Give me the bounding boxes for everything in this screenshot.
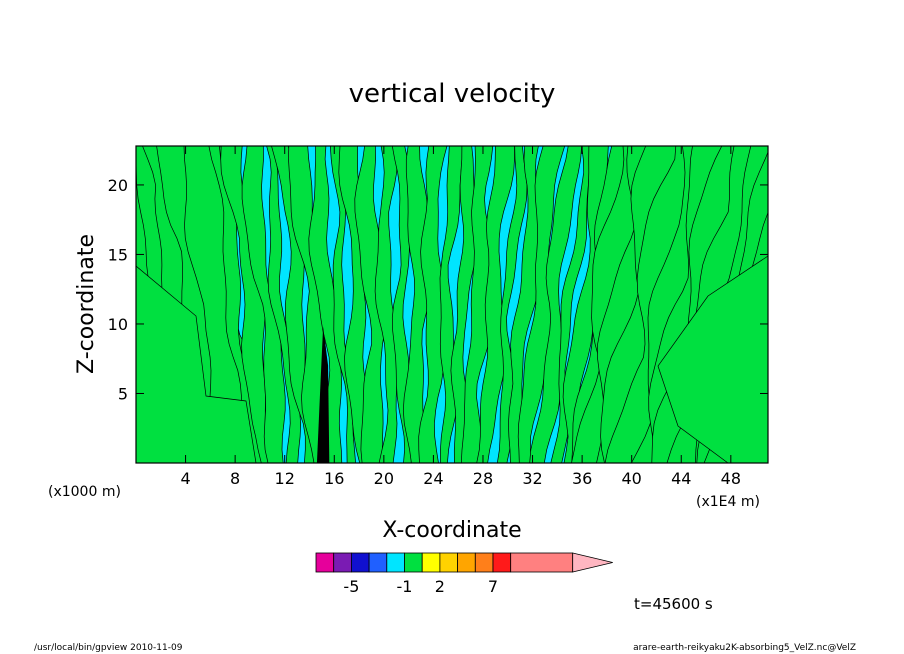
- contour-band: [657, 255, 768, 463]
- colorbar-tick-label: -1: [397, 577, 413, 596]
- colorbar-tick-label: 7: [488, 577, 498, 596]
- x-axis: 4 8 12 16 20 24 28 32 36 40 44 48: [180, 146, 741, 488]
- x-tick-label: 12: [275, 469, 295, 488]
- colorbar-cell: [386, 552, 405, 573]
- plot-frame: [135, 145, 769, 464]
- contour-band: [354, 146, 386, 463]
- footer-right: arare-earth-reikyaku2K-absorbing5_VelZ.n…: [633, 643, 856, 653]
- contour-band: [136, 265, 257, 463]
- x-tick-label: 36: [572, 469, 592, 488]
- x-tick-label: 4: [180, 469, 190, 488]
- colorbar-cell: [368, 552, 388, 573]
- plot-area: [135, 145, 769, 464]
- colorbar-cell: [315, 552, 335, 573]
- colorbar-cell: [333, 552, 352, 573]
- y-tick-label: 20: [108, 176, 128, 195]
- colorbar-cell: [457, 552, 476, 573]
- colorbar-tick-label: 2: [435, 577, 445, 596]
- x-tick-label: 40: [622, 469, 642, 488]
- colorbar-arrow: [572, 552, 613, 573]
- x-tick-label: 28: [473, 469, 493, 488]
- y-axis: 5 10 15 20: [108, 176, 768, 403]
- colorbar-cell: [421, 552, 441, 573]
- x-unit-right: (x1E4 m): [696, 494, 760, 510]
- colorbar-cell: [474, 552, 494, 573]
- contour-band: [508, 146, 542, 463]
- strong-core: [316, 326, 330, 463]
- colorbar-cell: [350, 552, 370, 573]
- y-tick-label: 10: [108, 315, 128, 334]
- footer-left: /usr/local/bin/gpview 2010-11-09: [34, 643, 183, 653]
- colorbar: -5 -1 2 7: [315, 552, 613, 596]
- x-tick-label: 48: [721, 469, 741, 488]
- colorbar-cell: [404, 552, 423, 573]
- x-tick-label: 24: [423, 469, 443, 488]
- y-tick-label: 15: [108, 245, 128, 264]
- x-tick-label: 32: [522, 469, 542, 488]
- colorbar-tick-label: -5: [343, 577, 359, 596]
- contour-band: [220, 146, 277, 463]
- time-label: t=45600 s: [634, 595, 713, 613]
- contour-band: [241, 146, 286, 463]
- x-unit-left: (x1000 m): [48, 484, 121, 500]
- y-axis-label: Z-coordinate: [74, 234, 99, 374]
- x-tick-label: 44: [671, 469, 691, 488]
- x-tick-label: 16: [324, 469, 344, 488]
- colorbar-cell: [510, 552, 574, 573]
- chart-title: vertical velocity: [349, 79, 556, 109]
- y-tick-label: 5: [118, 384, 128, 403]
- contour-band: [550, 146, 591, 463]
- x-tick-label: 20: [374, 469, 394, 488]
- x-tick-label: 8: [230, 469, 240, 488]
- colorbar-cell: [492, 552, 512, 573]
- colorbar-cell: [439, 552, 458, 573]
- x-axis-label: X-coordinate: [382, 518, 521, 543]
